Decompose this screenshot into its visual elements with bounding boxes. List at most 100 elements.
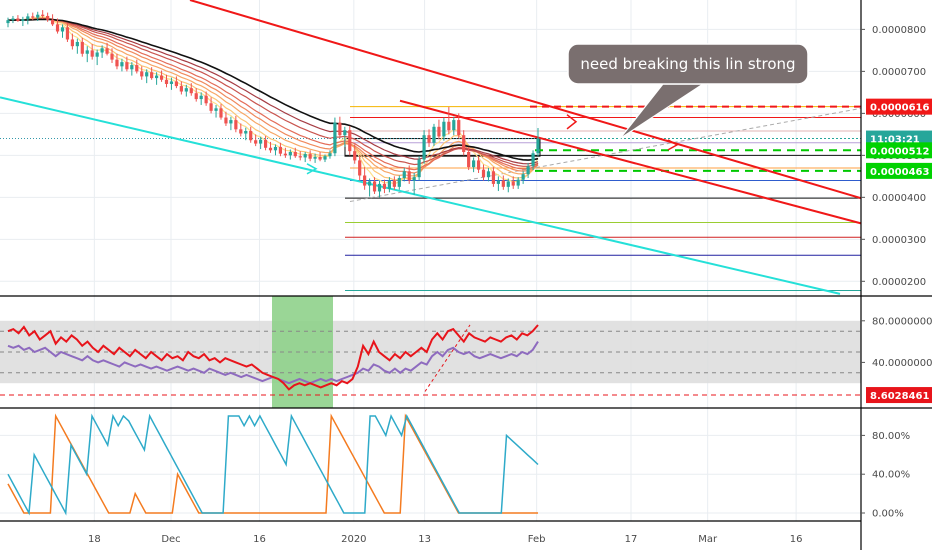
candle-body [472, 160, 476, 168]
candle-body [481, 169, 486, 178]
candle-body [268, 147, 273, 151]
candle-body [506, 181, 510, 187]
candle-body [367, 181, 372, 186]
candle-body [402, 171, 406, 179]
moving-average-ribbon [7, 16, 539, 185]
candle-body [333, 122, 337, 154]
candle-body [372, 181, 377, 192]
candle-body [219, 108, 223, 118]
rsi-label-tag [866, 387, 932, 404]
callout-text: need breaking this lin strong [580, 55, 795, 73]
stoch-y-tick-label: 0.00% [872, 509, 904, 520]
candle-body [476, 160, 481, 170]
candle-body [343, 130, 347, 136]
stoch-y-tick-label: 40.00% [872, 470, 910, 481]
price-label-text: 0.0000616 [870, 103, 930, 114]
price-label-tag [866, 98, 932, 115]
candle-body [164, 79, 169, 84]
candle-body [130, 65, 134, 70]
candle-body [511, 181, 515, 186]
price-label-text: 11:03:21 [870, 135, 920, 146]
callout-box [567, 43, 809, 85]
rsi-line [7, 324, 539, 391]
callout-pointer [619, 83, 706, 140]
descending-trendline [189, 0, 862, 200]
annotation-callout[interactable]: need breaking this lin strong [567, 43, 809, 140]
x-tick-label: 18 [88, 534, 101, 545]
x-tick-label: 2020 [341, 534, 366, 545]
candle-body [214, 108, 218, 111]
price-label-tag [866, 162, 932, 179]
candle-body [536, 138, 540, 154]
x-tick-label: 16 [253, 534, 266, 545]
candle-body [288, 151, 292, 156]
candle-body [263, 139, 268, 148]
candle-body [338, 122, 342, 136]
candle-body [179, 86, 183, 92]
candle-body [452, 120, 456, 131]
y-tick-label: 0.0000300 [872, 235, 926, 246]
candle-body [145, 72, 149, 77]
candle-body [174, 81, 179, 87]
candle-body [209, 103, 213, 111]
candle-body [328, 153, 332, 157]
candle-body [516, 179, 520, 186]
rsi-dashed-trend [424, 324, 471, 392]
candle-body [135, 65, 139, 72]
price-label-text: 0.0000463 [870, 167, 930, 178]
candle-body [363, 175, 367, 186]
candle-body [100, 48, 104, 53]
candle-body [50, 19, 55, 25]
candle-body [65, 27, 70, 40]
candle-body [120, 62, 124, 67]
candle-body [46, 15, 50, 20]
candle-body [31, 16, 35, 18]
rsi-band [0, 320, 861, 384]
candle-body [491, 171, 496, 184]
candle-body [467, 151, 471, 168]
ma-ema-26 [7, 18, 539, 167]
candle-body [21, 19, 25, 21]
candle-body [199, 95, 203, 100]
candle-body [36, 14, 40, 18]
candle-body [437, 126, 441, 137]
candle-body [392, 180, 396, 187]
rsi-y-tick-label: 40.0000000 [872, 358, 932, 369]
y-tick-label: 0.0000400 [872, 193, 926, 204]
candle-body [85, 50, 89, 54]
candle-body [353, 151, 357, 161]
candle-body [150, 72, 154, 79]
candle-body [204, 95, 208, 104]
candle-body [194, 93, 198, 100]
candle-body [432, 126, 436, 143]
candlesticks [6, 10, 540, 198]
candle-body [55, 24, 60, 32]
candle-body [75, 41, 79, 47]
candle-body [496, 180, 500, 184]
candle-body [358, 160, 362, 176]
cyan-trendline [0, 96, 841, 295]
candle-body [239, 129, 243, 134]
overlays [0, 0, 862, 408]
candle-body [417, 159, 421, 178]
candle-body [154, 75, 159, 79]
ma-ema-12 [7, 17, 539, 177]
candle-body [259, 139, 263, 144]
candle-body [412, 177, 416, 181]
candle-body [382, 183, 387, 189]
candle-body [90, 50, 94, 57]
candle-body [278, 146, 283, 154]
candle-body [501, 180, 505, 187]
candle-body [184, 88, 188, 92]
candle-body [41, 14, 45, 16]
price-label-tag [866, 142, 932, 159]
stoch-y-tick-label: 80.00% [872, 431, 910, 442]
ma-ema-5 [7, 16, 539, 185]
candle-body [169, 81, 174, 84]
candle-body [308, 154, 312, 159]
candle-body [303, 154, 307, 158]
candle-body [26, 16, 30, 20]
candle-body [140, 71, 144, 77]
